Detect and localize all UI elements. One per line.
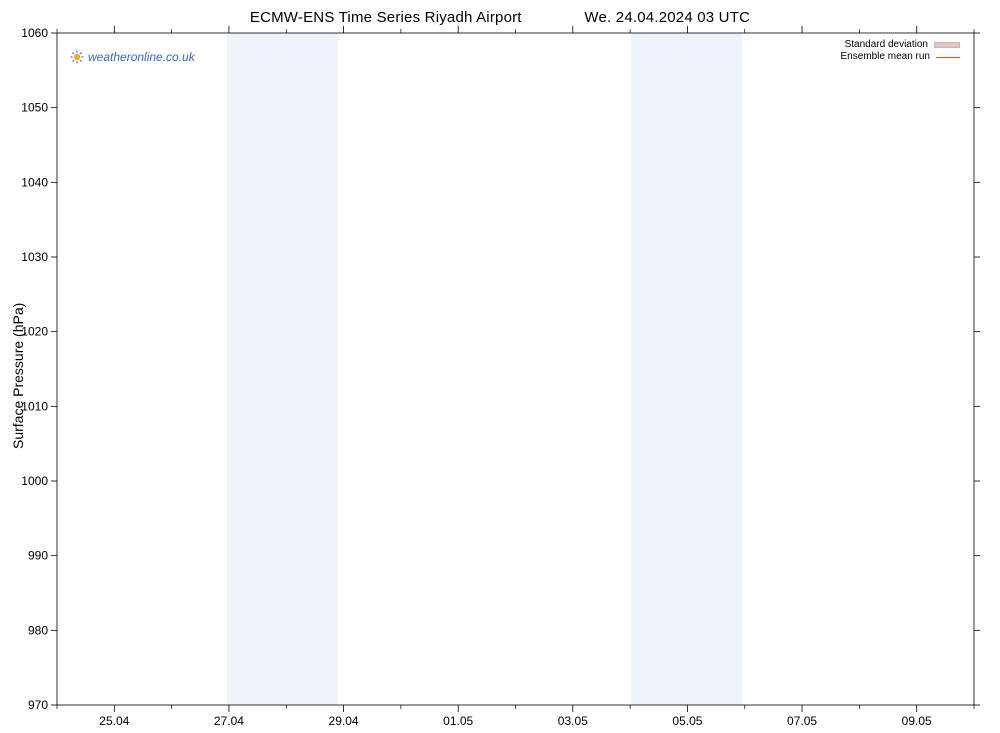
plot-svg: 970 980 990 1000 1010 1020 1030 1040 1050 1060 25.… [0,0,1000,733]
y-tick-label: 980 [28,623,48,637]
chart-container: ECMW-ENS Time Series Riyadh Airport We. … [0,0,1000,733]
y-tick-label: 1050 [21,101,48,115]
y-tick-label: 1000 [21,474,48,488]
legend-label: Ensemble mean run [841,51,931,63]
watermark-text: weatheronline.co.uk [88,50,195,64]
x-tick-label: 07.05 [787,714,817,728]
weekend-band [631,33,742,705]
y-tick-label: 1060 [21,26,48,40]
plot-border [57,33,974,705]
sun-icon [70,50,84,64]
x-tick-label: 25.04 [99,714,129,728]
x-tick-label: 29.04 [329,714,359,728]
x-tick-label: 09.05 [902,714,932,728]
legend-item: Ensemble mean run [841,51,961,63]
y-tick-label: 1040 [21,175,48,189]
y-tick-label: 1020 [21,325,48,339]
legend-swatch [934,42,960,48]
legend-swatch [936,57,960,58]
y-tick-label: 1010 [21,399,48,413]
x-tick-label: 03.05 [558,714,588,728]
legend-item: Standard deviation [841,39,961,51]
legend-label: Standard deviation [845,39,928,51]
x-tick-label: 27.04 [214,714,244,728]
watermark: weatheronline.co.uk [70,50,195,64]
weekend-band [227,33,338,705]
y-tick-label: 970 [28,698,48,712]
y-tick-label: 990 [28,549,48,563]
x-tick-label: 05.05 [672,714,702,728]
legend: Standard deviationEnsemble mean run [841,39,961,63]
y-tick-label: 1030 [21,250,48,264]
x-tick-label: 01.05 [443,714,473,728]
